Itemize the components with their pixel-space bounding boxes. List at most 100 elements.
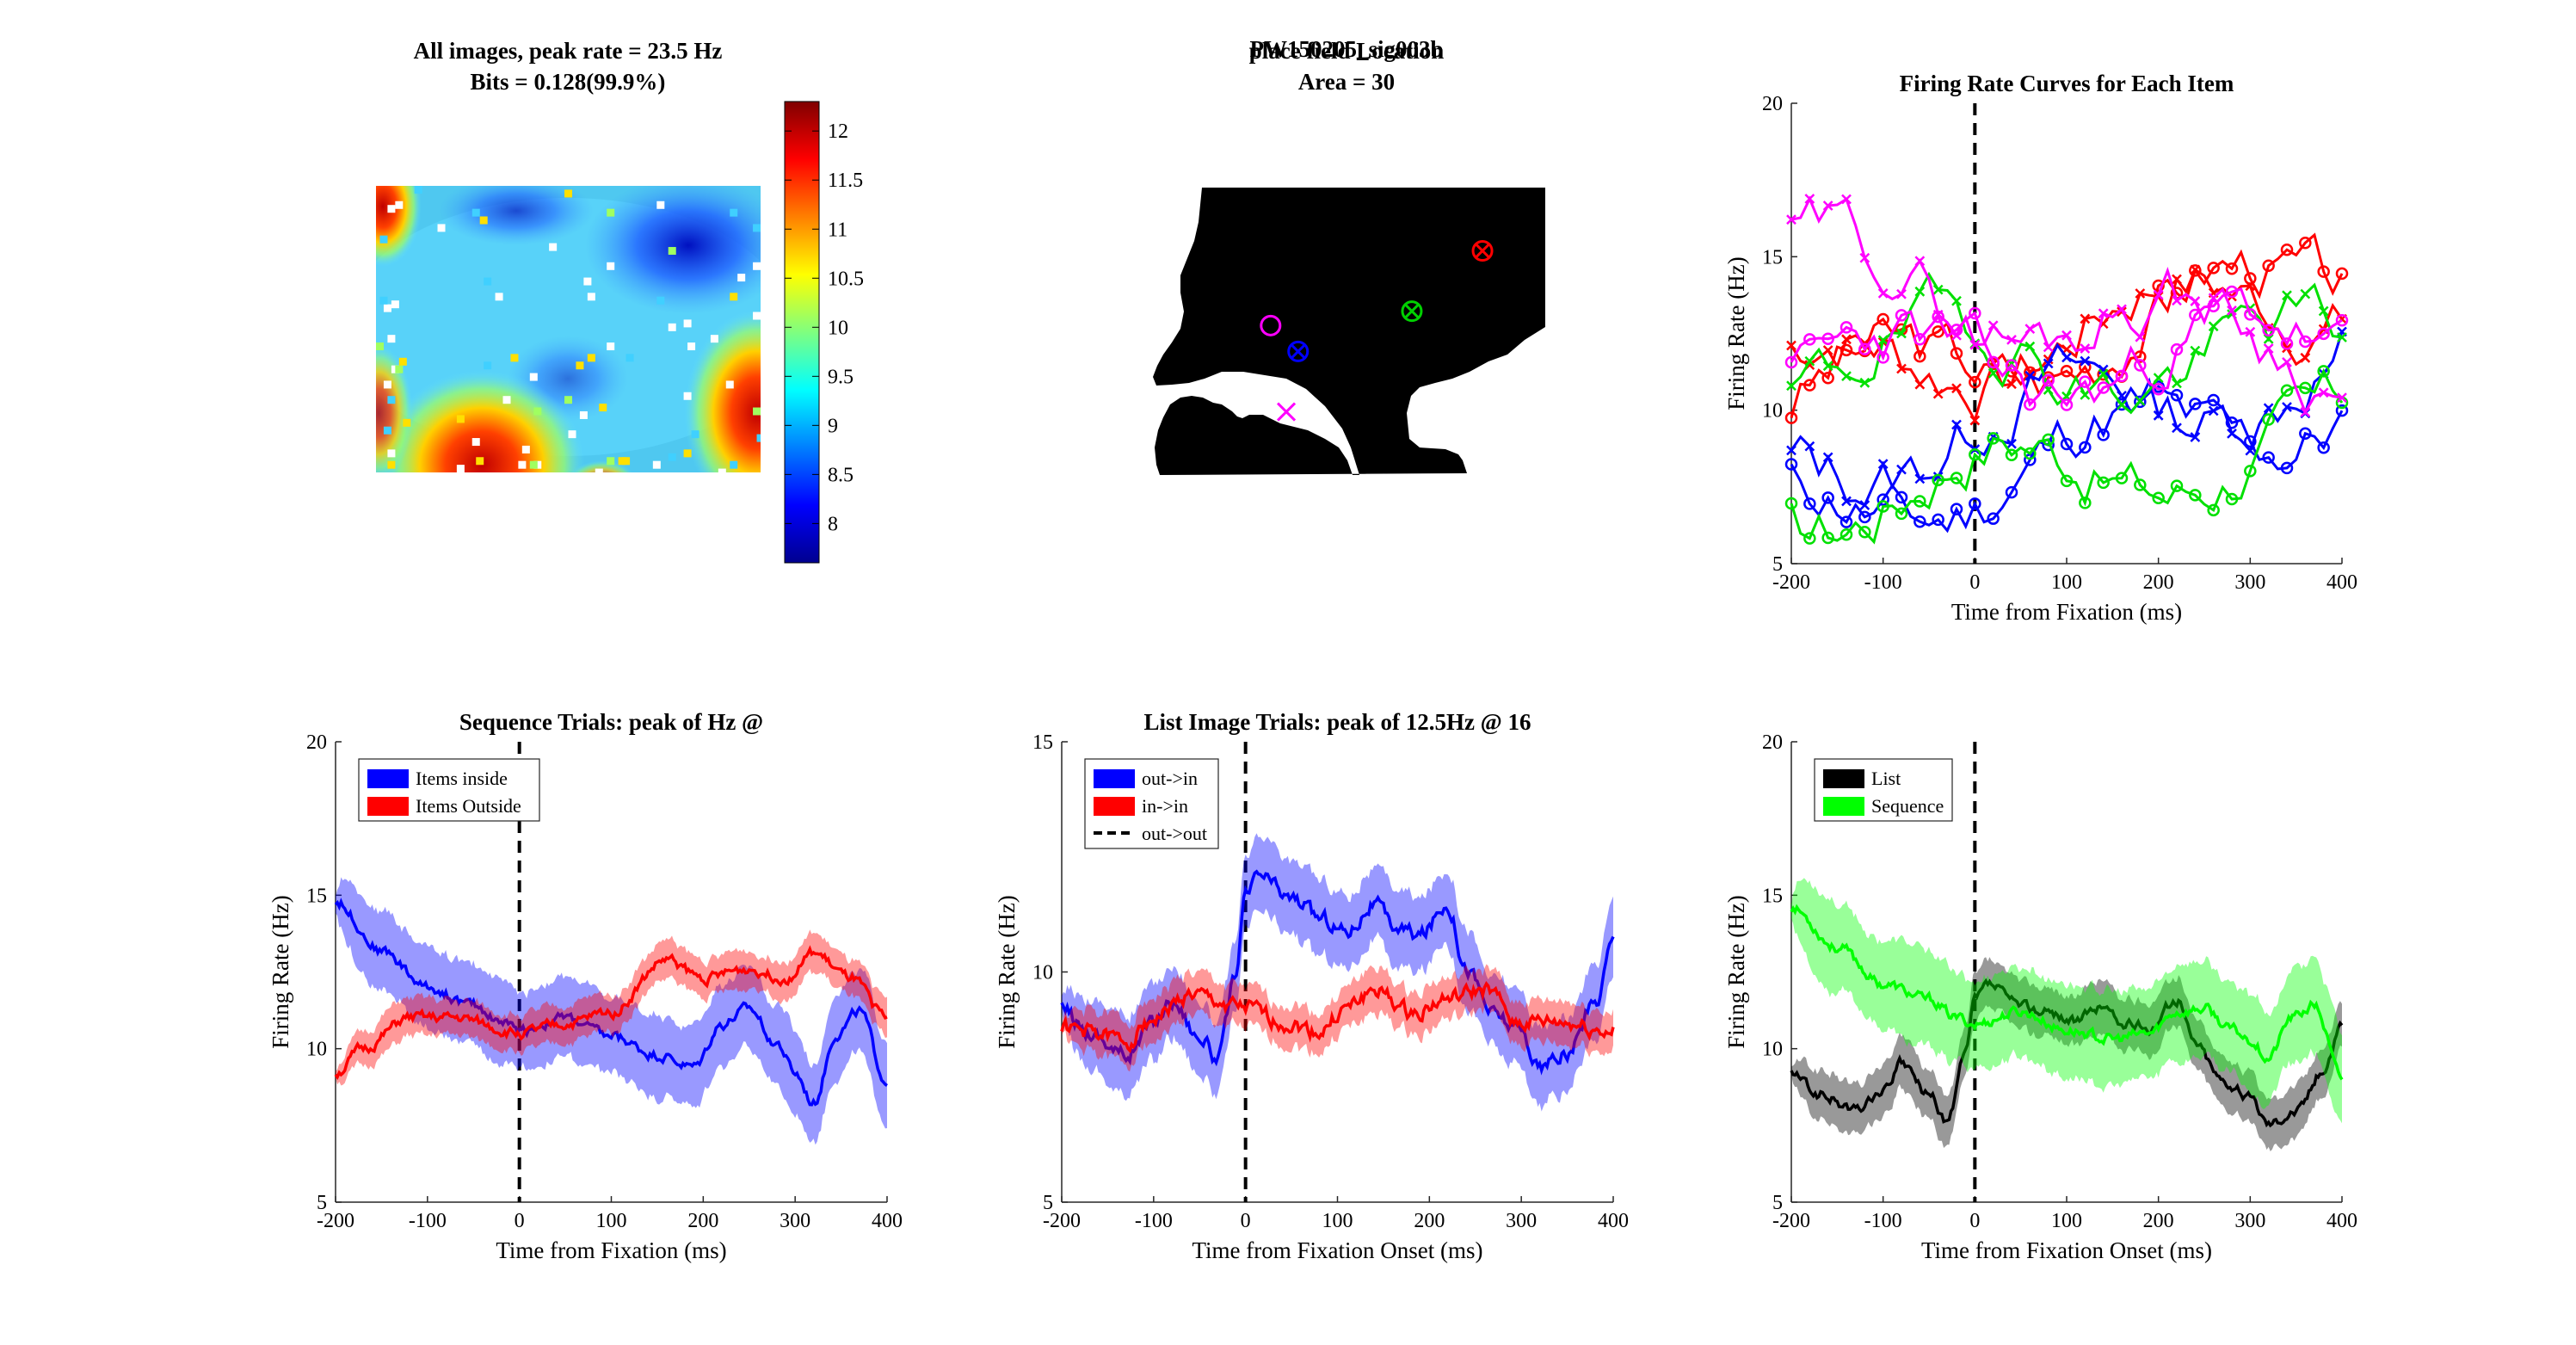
heatmap-speck xyxy=(718,469,726,477)
item-marker xyxy=(1915,287,1924,296)
heatmap-speck xyxy=(569,430,576,438)
heatmap-image xyxy=(344,146,830,559)
x-tick-label: 200 xyxy=(687,1210,718,1232)
heatmap-speck xyxy=(472,438,480,446)
placefield-marker xyxy=(1278,404,1295,421)
heatmap-speck xyxy=(472,209,480,217)
heatmap-speck xyxy=(684,449,692,457)
colorbar-tick-label: 10 xyxy=(828,317,848,339)
y-axis-label: Firing Rate (Hz) xyxy=(1723,256,1749,410)
y-tick-label: 10 xyxy=(1762,400,1783,423)
x-axis-label: Time from Fixation (ms) xyxy=(496,1237,726,1263)
item-marker xyxy=(1897,466,1906,474)
y-axis-label: Firing Rate (Hz) xyxy=(1723,895,1749,1048)
x-tick-label: -100 xyxy=(1864,571,1902,594)
heatmap-speck xyxy=(583,278,591,286)
legend: List Sequence xyxy=(1815,759,1952,821)
heatmap-speck xyxy=(496,293,503,300)
item-marker xyxy=(1989,321,1998,330)
heatmap-speck xyxy=(692,430,699,438)
placefield-title-line1: place field Location xyxy=(1249,38,1444,64)
heatmap-speck xyxy=(530,373,538,381)
x-axis-label: Time from Fixation Onset (ms) xyxy=(1192,1237,1482,1263)
y-tick-label: 15 xyxy=(1032,731,1053,754)
heatmap-speck xyxy=(395,201,403,209)
placefield-mask xyxy=(1153,188,1545,475)
x-tick-label: 200 xyxy=(1414,1210,1445,1232)
heatmap-speck xyxy=(607,342,614,350)
item-series xyxy=(1787,194,2346,416)
y-tick-label: 20 xyxy=(1762,93,1783,115)
items-plot: -200 -100 0 100 200 300 4005101520Time from Fi… xyxy=(1723,71,2357,625)
y-tick-label: 5 xyxy=(1772,553,1783,576)
x-tick-label: -100 xyxy=(409,1210,447,1232)
heatmap-speck xyxy=(387,461,395,469)
heatmap-speck xyxy=(387,335,395,342)
x-axis-label: Time from Fixation (ms) xyxy=(1951,599,2182,625)
heatmap-speck xyxy=(607,209,614,217)
heatmap-speck xyxy=(391,300,399,308)
heatmap-speck xyxy=(564,396,572,404)
heatmap-speck xyxy=(757,435,765,442)
heatmap-speck xyxy=(518,461,526,469)
item-marker xyxy=(2172,379,2181,387)
legend-label: List xyxy=(1871,768,1901,789)
heatmap-panel: All images, peak rate = 23.5 Hz Bits = 0… xyxy=(344,38,864,563)
item-line xyxy=(1791,235,2342,418)
heatmap-speck xyxy=(588,354,595,361)
plot-title: Sequence Trials: peak of Hz @ xyxy=(459,709,763,735)
heatmap-speck xyxy=(457,465,465,472)
heatmap-speck xyxy=(737,274,745,281)
heatmap-speck xyxy=(549,244,557,251)
x-tick-label: 0 xyxy=(1241,1210,1251,1232)
heatmap-speck xyxy=(403,419,410,427)
colorbar-tick-label: 10.5 xyxy=(828,268,864,290)
x-tick-label: 100 xyxy=(2051,571,2082,594)
item-marker xyxy=(2301,354,2309,362)
heatmap-speck xyxy=(653,461,661,469)
heatmap-speck xyxy=(669,453,676,461)
heatmap-speck xyxy=(656,201,664,209)
heatmap-speck xyxy=(626,354,634,361)
heatmap-speck xyxy=(533,408,541,416)
heatmap-speck xyxy=(384,427,391,435)
placefield-title-line2: Area = 30 xyxy=(1298,69,1395,95)
item-marker xyxy=(1824,346,1833,355)
y-axis-label: Firing Rate (Hz) xyxy=(268,895,293,1048)
y-tick-label: 5 xyxy=(1772,1192,1783,1214)
heatmap-speck xyxy=(438,224,446,231)
item-marker xyxy=(1915,380,1924,389)
item-marker xyxy=(2080,391,2089,399)
heatmap-speck xyxy=(684,392,692,400)
heatmap-title-line1: All images, peak rate = 23.5 Hz xyxy=(414,38,723,64)
x-tick-label: 400 xyxy=(2326,1210,2357,1232)
heatmap-speck xyxy=(384,380,391,388)
colorbar-tick-label: 11.5 xyxy=(828,170,863,192)
heatmap-speck xyxy=(457,415,465,423)
heatmap-speck xyxy=(753,262,761,270)
item-line xyxy=(1791,386,2342,530)
x-tick-label: 300 xyxy=(780,1210,810,1232)
x-tick-label: 100 xyxy=(2051,1210,2082,1232)
x-tick-label: 0 xyxy=(515,1210,525,1232)
legend-label: Items inside xyxy=(416,768,508,789)
heatmap-speck xyxy=(687,342,695,350)
item-line xyxy=(1791,199,2342,412)
plot-title: Firing Rate Curves for Each Item xyxy=(1900,71,2234,96)
x-tick-label: 100 xyxy=(1322,1210,1353,1232)
heatmap-speck xyxy=(484,278,491,286)
colorbar-tick-label: 8.5 xyxy=(828,464,854,486)
x-axis-label: Time from Fixation Onset (ms) xyxy=(1921,1237,2212,1263)
heatmap-speck xyxy=(376,342,384,350)
axes: -200 -100 0 100 200 300 400 5 10 15 20 Time from Fi… xyxy=(1723,71,2357,625)
heatmap-speck xyxy=(580,411,588,419)
heatmap-speck xyxy=(711,335,718,342)
legend: out->inin->inout->out xyxy=(1085,759,1218,848)
heatmap-speck xyxy=(669,247,676,255)
x-tick-label: 0 xyxy=(1969,571,1980,594)
y-tick-label: 20 xyxy=(306,731,327,754)
x-tick-label: 0 xyxy=(1969,1210,1980,1232)
heatmap-speck xyxy=(484,361,491,369)
x-tick-label: 100 xyxy=(596,1210,627,1232)
legend-label: out->out xyxy=(1142,823,1207,844)
